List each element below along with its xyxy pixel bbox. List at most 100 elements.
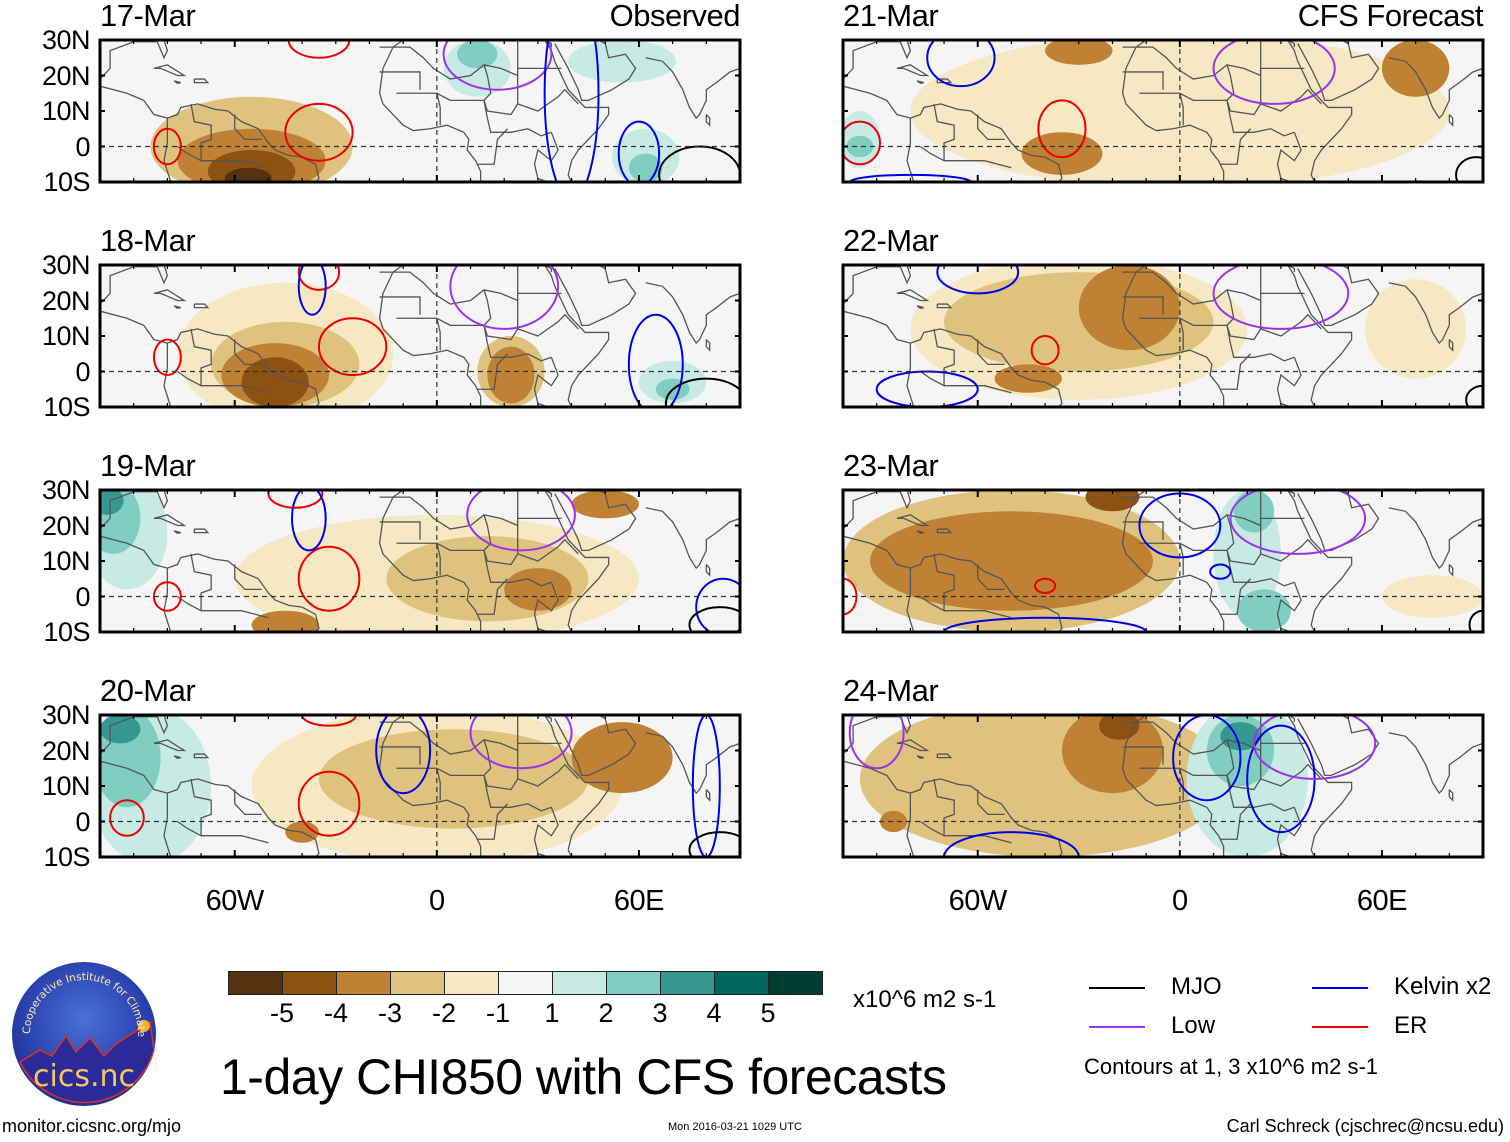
coastline — [843, 265, 912, 305]
coastline — [936, 78, 953, 84]
footer-timestamp: Mon 2016-03-21 1029 UTC — [668, 1121, 802, 1133]
panel-date: 22-Mar — [843, 223, 939, 258]
country-border — [977, 564, 1005, 591]
y-tick-label: 10N — [41, 96, 91, 126]
country-border — [1260, 538, 1322, 562]
y-tick-label: 10S — [43, 617, 90, 647]
footer-author: Carl Schreck (cjschrec@ncsu.edu) — [1226, 1116, 1504, 1136]
legend-label: Low — [1171, 1012, 1216, 1039]
coastline — [173, 305, 182, 310]
country-border — [234, 564, 262, 591]
contour-er — [843, 120, 882, 166]
map-panel: 20-Mar 30N 20N 10N 0 10S 60W 0 60E — [42, 675, 742, 916]
coastline — [1121, 46, 1225, 182]
coastline — [916, 305, 925, 310]
coastline — [1121, 496, 1225, 632]
contour-er — [297, 545, 361, 612]
coastline — [193, 753, 210, 759]
colorbar-label: 5 — [760, 998, 776, 1028]
coastline — [193, 78, 210, 84]
contour-note: Contours at 1, 3 x10^6 m2 s-1 — [1084, 1054, 1379, 1079]
country-border — [1139, 92, 1295, 137]
country-border — [396, 542, 552, 587]
anomaly-region — [224, 167, 272, 182]
country-border — [393, 715, 519, 755]
country-border — [1260, 763, 1322, 787]
contour-kelvin-x2 — [1172, 715, 1242, 802]
x-tick-label: 60W — [205, 885, 265, 917]
panel-date: 18-Mar — [100, 223, 196, 258]
country-border — [379, 746, 421, 765]
country-border — [517, 538, 579, 562]
contour-mjo — [1455, 156, 1483, 182]
legend-label: Kelvin x2 — [1394, 973, 1492, 1000]
coastline — [1388, 57, 1483, 120]
contour-er — [317, 317, 388, 377]
country-border — [177, 778, 212, 837]
coastline — [705, 789, 711, 802]
anomaly-region — [571, 490, 639, 519]
cics-logo: Cooperative Institute for Climate and Sa… — [7, 951, 158, 1108]
contour-low — [466, 490, 576, 552]
y-tick-label: 20N — [41, 510, 91, 541]
country-border — [201, 610, 269, 619]
x-tick-label: 0 — [1172, 885, 1188, 917]
country-border — [1226, 289, 1262, 341]
contour-low — [449, 265, 560, 330]
map-canvas — [98, 713, 742, 859]
colorbar-label: 1 — [544, 998, 560, 1028]
coastline — [163, 793, 172, 857]
country-border — [1226, 514, 1262, 566]
coastline — [1121, 271, 1225, 407]
contour-kelvin-x2 — [936, 265, 1020, 295]
coastline — [916, 80, 925, 85]
anomaly-region — [1085, 490, 1140, 512]
coastline — [173, 755, 182, 760]
coastline — [100, 265, 169, 305]
country-border — [1139, 542, 1295, 587]
country-border — [1136, 40, 1262, 80]
legend-line-low — [1089, 1026, 1145, 1028]
coastline — [1388, 507, 1483, 570]
country-border — [1226, 64, 1262, 116]
coastline — [1287, 490, 1353, 632]
contour-low — [848, 715, 905, 770]
coastline — [554, 490, 637, 551]
contour-low — [442, 40, 553, 91]
anomaly-region — [1381, 40, 1450, 97]
colorbar-swatch — [336, 971, 391, 995]
country-border — [1122, 746, 1164, 765]
map-panel: 18-Mar 30N 20N 10N 0 10S — [42, 225, 742, 421]
colorbar-label: -1 — [485, 998, 511, 1028]
legend-label: ER — [1394, 1012, 1428, 1039]
y-tick-label: 20N — [41, 285, 91, 316]
coastline — [916, 755, 925, 760]
country-border — [436, 318, 441, 351]
y-tick-label: 30N — [41, 700, 91, 730]
anomaly-region — [869, 511, 1153, 611]
contour-mjo — [664, 377, 740, 407]
coastline — [1287, 40, 1353, 182]
map-panel: 17-Mar Observed 30N 20N 10N 0 10S — [42, 0, 742, 196]
colorbar-label: -5 — [269, 998, 295, 1028]
coastline — [843, 85, 1063, 182]
footer-website: monitor.cicsnc.org/mjo — [2, 1116, 182, 1136]
anomaly-region — [859, 715, 1231, 857]
contour-low — [469, 715, 573, 770]
panel-date: 17-Mar — [100, 0, 196, 33]
coastline — [843, 760, 1063, 857]
anomaly-region — [1099, 715, 1140, 740]
country-border — [379, 521, 421, 540]
map-canvas — [841, 713, 1485, 859]
country-border — [1220, 803, 1252, 840]
country-border — [517, 763, 579, 787]
contour-er — [287, 40, 351, 59]
coastline — [153, 64, 187, 77]
y-tick-label: 20N — [41, 60, 91, 91]
country-border — [1220, 353, 1252, 390]
colorbar-swatch — [228, 971, 283, 995]
coastline — [906, 343, 915, 407]
coastline — [896, 64, 930, 77]
coastline — [193, 303, 210, 309]
